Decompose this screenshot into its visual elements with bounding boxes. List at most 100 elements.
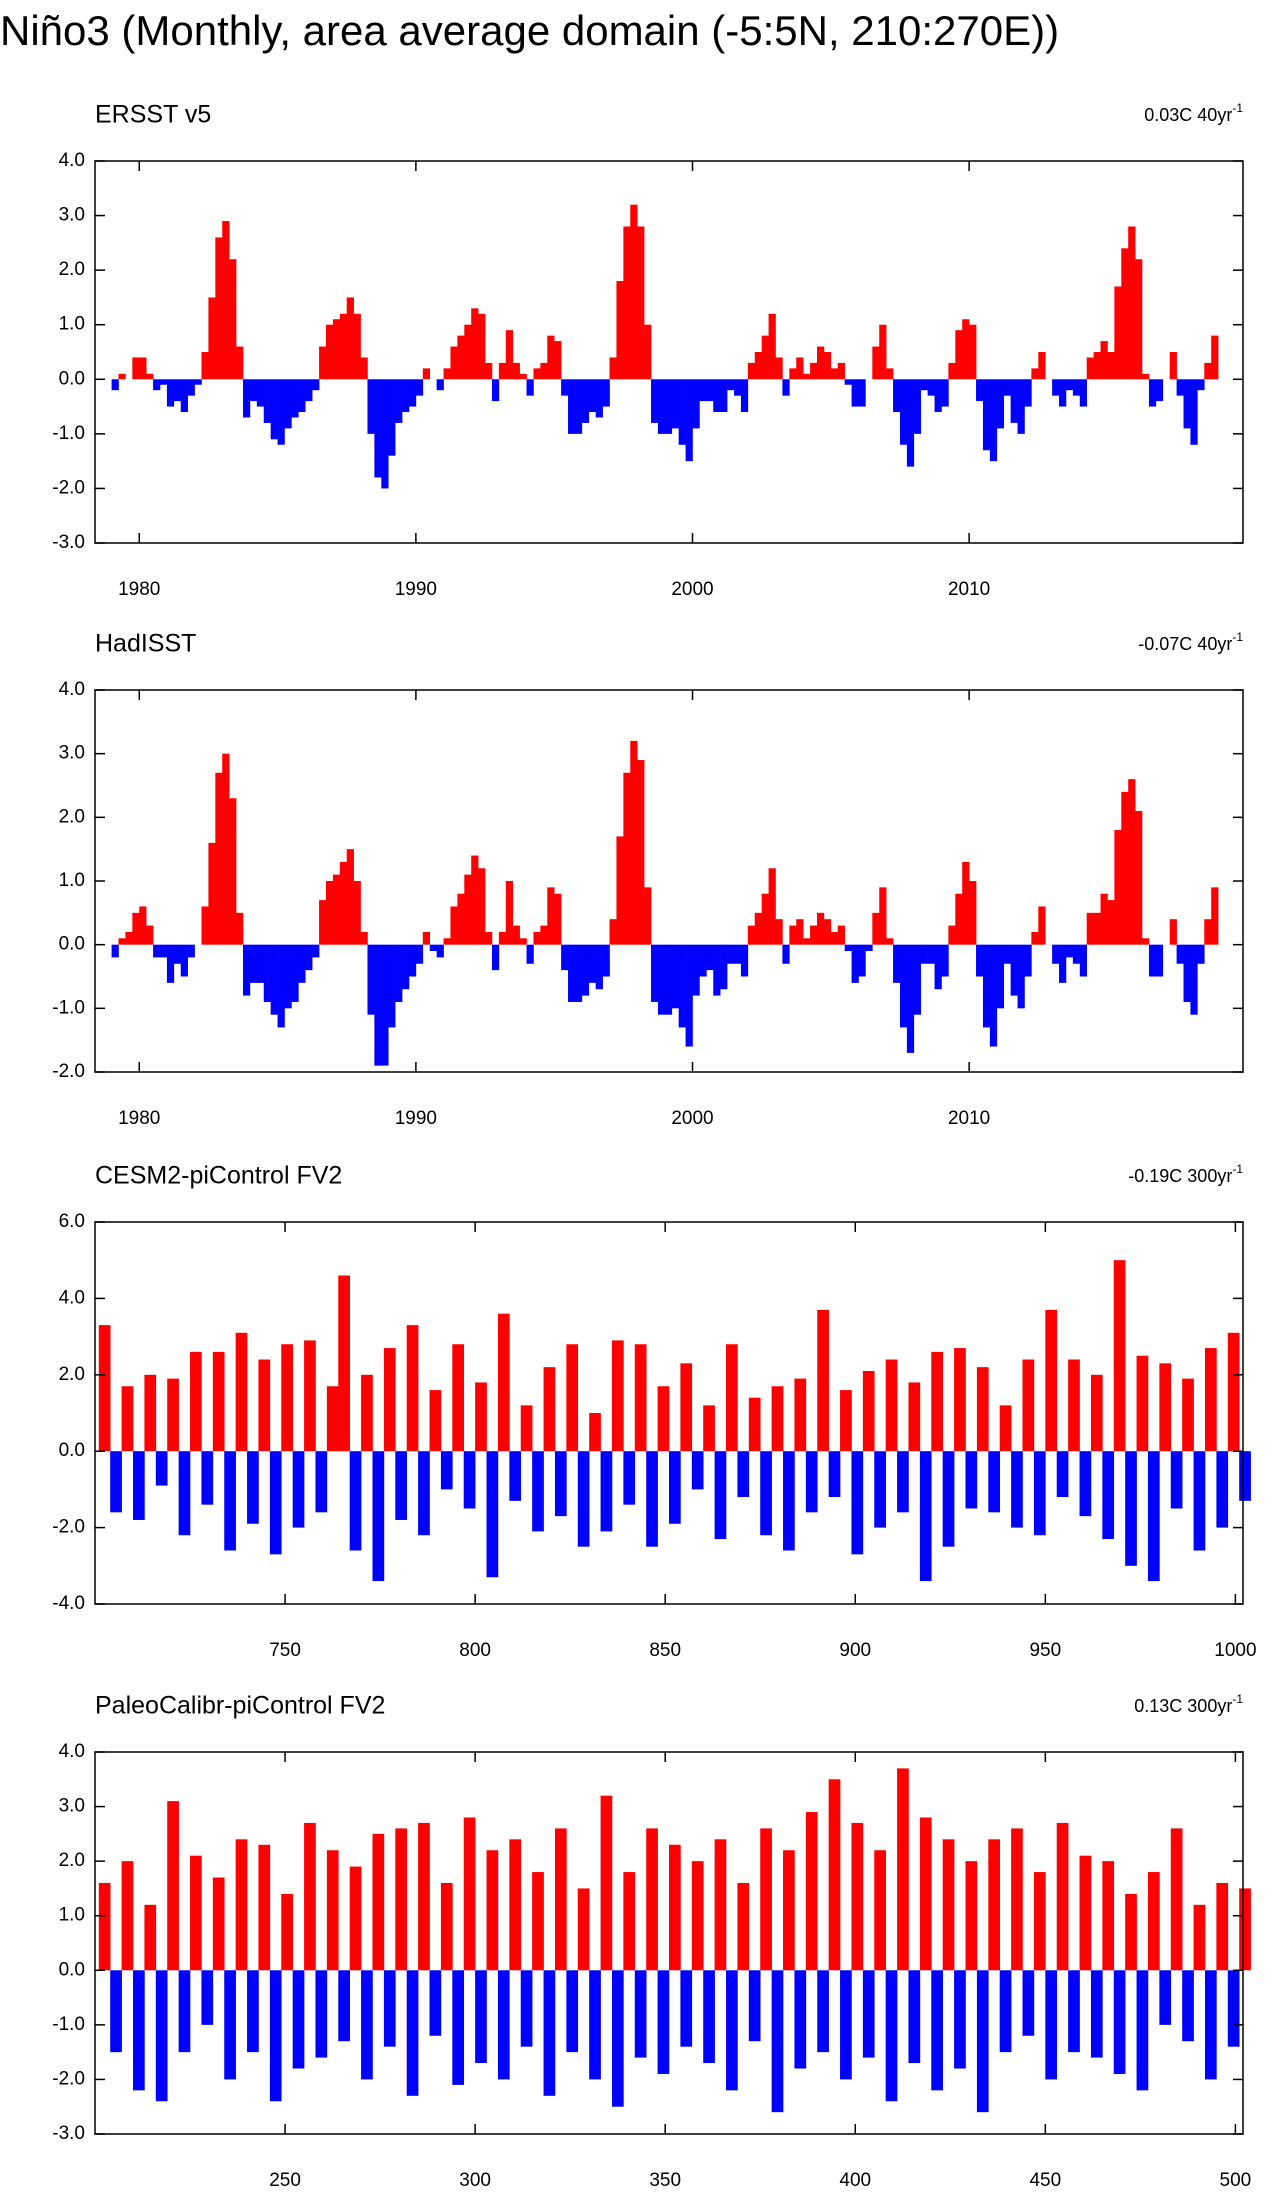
bar: [669, 1451, 681, 1524]
bar: [111, 379, 119, 391]
bar: [886, 938, 894, 945]
bar: [1079, 944, 1088, 977]
bar: [547, 887, 555, 945]
bar: [988, 1451, 1001, 1513]
bar: [671, 944, 679, 1009]
bar: [1159, 1970, 1172, 2025]
bar: [498, 931, 507, 945]
bar: [920, 944, 928, 964]
bar: [988, 1839, 1001, 1971]
bar: [1204, 919, 1212, 945]
y-tick-label: -1.0: [52, 423, 85, 444]
bar: [1113, 1970, 1126, 2074]
bar: [554, 1828, 567, 1971]
bar: [1045, 1970, 1058, 2080]
bar: [485, 931, 493, 945]
bar: [941, 379, 949, 407]
bar: [540, 925, 548, 945]
bar: [190, 1855, 202, 1971]
bar: [602, 379, 610, 407]
bar: [692, 944, 700, 996]
bar: [263, 379, 271, 423]
bar: [634, 1970, 647, 2058]
bar: [249, 379, 258, 402]
bar: [908, 1970, 921, 2064]
bar: [754, 912, 762, 945]
bar: [201, 906, 209, 945]
bar: [450, 346, 458, 380]
bar: [180, 379, 188, 413]
bar: [1190, 944, 1198, 1015]
bar: [395, 379, 403, 423]
bar: [1052, 379, 1060, 396]
bar: [118, 373, 126, 380]
bar: [685, 944, 693, 1047]
annotation-superscript: -1: [1232, 630, 1243, 644]
bar: [178, 1970, 191, 2053]
bar: [644, 324, 652, 380]
y-tick-label: -4.0: [52, 1593, 85, 1614]
bar: [1017, 379, 1025, 434]
bar: [589, 1970, 601, 2080]
bar: [422, 931, 431, 945]
bar: [803, 938, 811, 945]
bar: [457, 893, 465, 945]
bar: [893, 944, 901, 983]
bar: [713, 379, 721, 413]
bar: [748, 1397, 761, 1452]
bar: [999, 1970, 1012, 2053]
bar: [893, 379, 901, 413]
bar: [623, 1451, 636, 1505]
bar: [1107, 352, 1115, 380]
x-tick-label: 1990: [395, 579, 437, 600]
bar: [630, 204, 638, 380]
bar: [1010, 944, 1018, 996]
bar: [436, 379, 444, 391]
bar: [326, 1850, 339, 1971]
bar: [1068, 1359, 1080, 1452]
bar: [734, 379, 742, 396]
bar: [783, 1451, 795, 1551]
bar: [727, 379, 735, 391]
bar: [611, 1970, 624, 2107]
bar: [1147, 1451, 1160, 1582]
bar: [810, 362, 818, 380]
bar: [526, 379, 534, 396]
bar: [646, 1451, 658, 1547]
bar: [1038, 352, 1046, 380]
bar: [1211, 335, 1219, 380]
x-tick-label: 1980: [118, 1108, 160, 1129]
panel-title: ERSST v5: [95, 101, 211, 129]
x-tick-label: 2000: [671, 1108, 713, 1129]
bar: [927, 379, 935, 396]
bar: [443, 938, 451, 945]
y-tick-label: -2.0: [52, 1061, 85, 1082]
bar: [312, 944, 320, 958]
bar: [256, 379, 265, 407]
x-tick-label: 750: [269, 1640, 301, 1661]
bar: [948, 925, 956, 945]
bar: [520, 1970, 533, 2047]
bar: [304, 1822, 316, 1971]
panel-title: CESM2-piControl FV2: [95, 1162, 342, 1190]
panel-annotation: -0.19C 300yr-1: [1128, 1162, 1243, 1186]
x-tick-label: 2000: [671, 579, 713, 600]
bar: [908, 1382, 921, 1452]
bar: [215, 237, 223, 380]
bar: [692, 379, 700, 429]
bar: [526, 944, 534, 964]
y-tick-label: 2.0: [59, 259, 85, 280]
bar: [1011, 1828, 1023, 1971]
bar: [664, 944, 673, 1015]
bar: [789, 925, 797, 945]
annotation-text: 0.03C 40yr: [1144, 105, 1232, 125]
y-tick-label: 0.0: [59, 1959, 85, 1980]
bar: [713, 944, 721, 996]
bar: [346, 297, 354, 380]
bar: [1033, 1872, 1046, 1971]
bar: [1090, 1970, 1103, 2058]
bar: [440, 1451, 453, 1490]
y-tick-label: 1.0: [59, 314, 85, 335]
bar: [931, 1351, 943, 1452]
bar: [1197, 379, 1205, 391]
